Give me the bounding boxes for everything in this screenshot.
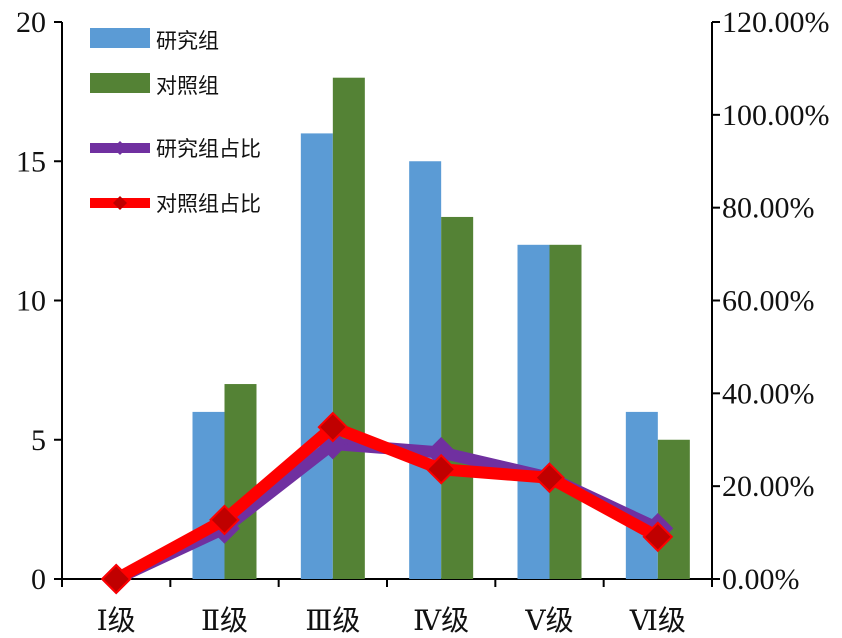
legend-marker-control-ratio bbox=[113, 196, 127, 210]
bar-study bbox=[517, 244, 550, 580]
left-tick-label: 5 bbox=[31, 424, 46, 457]
right-tick-label: 80.00% bbox=[722, 192, 815, 225]
line-control-ratio bbox=[110, 421, 664, 585]
left-tick-label: 10 bbox=[16, 285, 46, 318]
point-control-ratio bbox=[209, 504, 240, 536]
right-tick-label: 100.00% bbox=[722, 99, 830, 132]
bar-study bbox=[409, 161, 442, 579]
bar-study bbox=[625, 411, 658, 579]
point-control-ratio bbox=[100, 563, 132, 595]
legend-label-study-ratio: 研究组占比 bbox=[156, 137, 261, 161]
bars bbox=[192, 77, 690, 580]
point-control-ratio bbox=[534, 462, 565, 494]
legend-swatch-study bbox=[90, 28, 150, 48]
x-tick-label: Ⅱ级 bbox=[201, 604, 248, 637]
bar-control bbox=[332, 77, 365, 579]
right-tick-label: 20.00% bbox=[722, 470, 815, 503]
ticks: 0 5 10 15 20 0.00% 20.00% 40.00% 60.00% 80.00% 100… bbox=[16, 6, 830, 637]
legend-marker-study-ratio bbox=[113, 141, 127, 155]
x-tick-label: Ⅰ级 bbox=[97, 604, 136, 637]
x-tick-label: Ⅵ级 bbox=[629, 604, 686, 637]
legend-label-study: 研究组 bbox=[156, 29, 219, 53]
lines bbox=[100, 411, 674, 595]
x-tick-label: Ⅲ级 bbox=[305, 604, 360, 637]
point-control-ratio bbox=[425, 453, 457, 485]
point-control-ratio bbox=[642, 521, 674, 553]
x-tick-label: Ⅴ级 bbox=[524, 604, 573, 637]
right-tick-label: 120.00% bbox=[722, 6, 830, 39]
point-control-ratio bbox=[317, 411, 349, 443]
bar-control bbox=[224, 384, 257, 579]
bar-study bbox=[192, 411, 225, 579]
left-tick-label: 0 bbox=[31, 563, 46, 596]
axes bbox=[54, 21, 720, 587]
right-tick-label: 60.00% bbox=[722, 285, 815, 318]
legend-swatch-control bbox=[90, 73, 150, 93]
right-tick-label: 0.00% bbox=[722, 563, 800, 596]
left-tick-label: 15 bbox=[16, 145, 46, 178]
bar-study bbox=[300, 133, 333, 579]
bar-control bbox=[657, 439, 690, 579]
bar-control bbox=[441, 216, 474, 579]
bar-control bbox=[549, 244, 582, 580]
left-tick-label: 20 bbox=[16, 6, 46, 39]
right-tick-label: 40.00% bbox=[722, 377, 815, 410]
legend-label-control-ratio: 对照组占比 bbox=[156, 192, 261, 216]
x-tick-label: Ⅳ级 bbox=[413, 604, 469, 637]
legend-label-control: 对照组 bbox=[156, 74, 219, 98]
